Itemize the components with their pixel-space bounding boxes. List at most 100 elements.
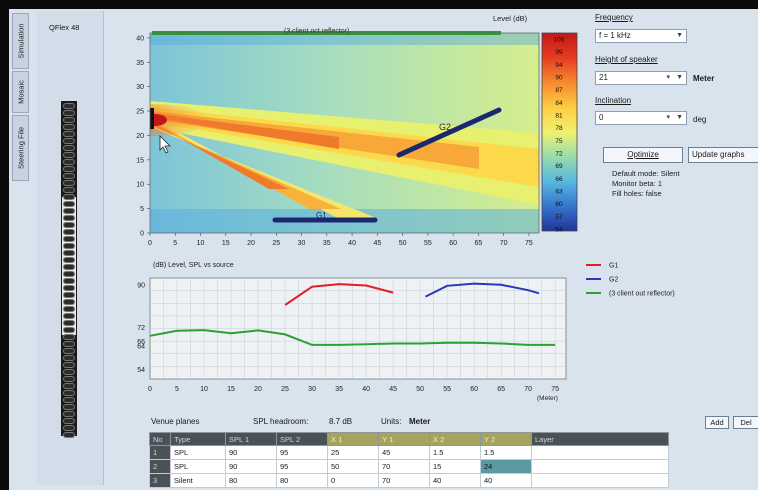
col-header[interactable]: Y 1 — [378, 432, 430, 446]
table-cell-selected[interactable]: 24 — [480, 459, 532, 474]
col-header[interactable]: X 2 — [429, 432, 481, 446]
speaker-cabinet[interactable] — [63, 187, 75, 193]
speaker-cabinet[interactable] — [63, 236, 75, 242]
speaker-cabinet[interactable] — [63, 124, 75, 130]
table-cell[interactable]: 25 — [327, 445, 379, 460]
table-cell[interactable] — [531, 473, 669, 488]
speaker-cabinet[interactable] — [63, 376, 75, 382]
speaker-cabinet[interactable] — [63, 222, 75, 228]
speaker-cabinet[interactable] — [63, 313, 75, 319]
speaker-cabinet[interactable] — [63, 166, 75, 172]
spin-down-icon[interactable]: ▾ — [666, 74, 670, 81]
speaker-cabinet[interactable] — [63, 425, 75, 431]
table-cell[interactable] — [531, 459, 669, 474]
inclination-input[interactable]: 0 ▾ ▼ — [595, 111, 687, 125]
table-row[interactable]: 1 SPL 90 95 25 45 1.5 1.5 — [149, 445, 669, 460]
table-cell[interactable]: 95 — [276, 445, 328, 460]
speaker-cabinet[interactable] — [63, 131, 75, 137]
speaker-cabinet[interactable] — [63, 103, 75, 109]
y-tick-label: 54 — [137, 367, 145, 374]
speaker-cabinet[interactable] — [63, 180, 75, 186]
table-cell[interactable]: 40 — [480, 473, 532, 488]
speaker-cabinet[interactable] — [63, 362, 75, 368]
table-cell[interactable]: 50 — [327, 459, 379, 474]
speaker-source-marker[interactable] — [150, 108, 154, 129]
speaker-cabinet[interactable] — [63, 243, 75, 249]
speaker-cabinet[interactable] — [63, 278, 75, 284]
speaker-cabinet[interactable] — [63, 404, 75, 410]
table-cell[interactable]: 45 — [378, 445, 430, 460]
col-header[interactable]: SPL 1 — [225, 432, 277, 446]
speaker-cabinet[interactable] — [63, 208, 75, 214]
speaker-cabinet[interactable] — [63, 397, 75, 403]
table-cell[interactable]: 1.5 — [480, 445, 532, 460]
table-cell[interactable]: 40 — [429, 473, 481, 488]
height-input[interactable]: 21 ▾ ▼ — [595, 71, 687, 85]
speaker-cabinet[interactable] — [63, 250, 75, 256]
table-cell[interactable]: 90 — [225, 445, 277, 460]
table-cell[interactable]: 0 — [327, 473, 379, 488]
col-header[interactable]: Type — [170, 432, 226, 446]
table-cell[interactable]: 95 — [276, 459, 328, 474]
table-cell[interactable]: 90 — [225, 459, 277, 474]
speaker-cabinet[interactable] — [63, 390, 75, 396]
col-header[interactable]: SPL 2 — [276, 432, 328, 446]
optimize-button[interactable]: Optimize — [603, 147, 683, 163]
speaker-cabinet[interactable] — [63, 320, 75, 326]
speaker-cabinet[interactable] — [63, 355, 75, 361]
speaker-cabinet[interactable] — [63, 145, 75, 151]
table-cell[interactable]: 80 — [276, 473, 328, 488]
speaker-cabinet[interactable] — [63, 432, 75, 438]
speaker-cabinet[interactable] — [63, 306, 75, 312]
table-cell[interactable]: 70 — [378, 473, 430, 488]
speaker-cabinet[interactable] — [63, 215, 75, 221]
table-cell[interactable]: 15 — [429, 459, 481, 474]
table-cell[interactable]: SPL — [170, 459, 226, 474]
tab-mosaic[interactable]: Mosaic — [12, 71, 29, 113]
table-row[interactable]: 2 SPL 90 95 50 70 15 24 — [149, 459, 669, 474]
speaker-cabinet[interactable] — [63, 418, 75, 424]
col-header[interactable]: X 1 — [327, 432, 379, 446]
speaker-cabinet[interactable] — [63, 383, 75, 389]
table-cell[interactable]: Silent — [170, 473, 226, 488]
speaker-cabinet[interactable] — [63, 411, 75, 417]
tab-steering-file[interactable]: Steering File — [12, 115, 29, 181]
add-button[interactable]: Add — [705, 416, 729, 429]
update-graphs-button[interactable]: Update graphs — [688, 147, 758, 163]
speaker-cabinet[interactable] — [63, 201, 75, 207]
table-cell[interactable]: 80 — [225, 473, 277, 488]
speaker-cabinet[interactable] — [63, 257, 75, 263]
speaker-array[interactable] — [61, 101, 77, 438]
speaker-cabinet[interactable] — [63, 348, 75, 354]
spin-down-icon[interactable]: ▾ — [666, 114, 670, 121]
speaker-cabinet[interactable] — [63, 285, 75, 291]
speaker-cabinet[interactable] — [63, 264, 75, 270]
speaker-cabinet[interactable] — [63, 341, 75, 347]
col-header[interactable]: Y 2 — [480, 432, 532, 446]
speaker-cabinet[interactable] — [63, 369, 75, 375]
table-cell[interactable]: 70 — [378, 459, 430, 474]
speaker-cabinet[interactable] — [63, 292, 75, 298]
speaker-cabinet[interactable] — [63, 271, 75, 277]
table-row[interactable]: 3 Silent 80 80 0 70 40 40 — [149, 473, 669, 488]
col-header[interactable]: No — [149, 432, 171, 446]
table-cell[interactable] — [531, 445, 669, 460]
speaker-cabinet[interactable] — [63, 194, 75, 200]
speaker-cabinet[interactable] — [63, 152, 75, 158]
frequency-select[interactable]: f = 1 kHz ▼ — [595, 29, 687, 43]
group-g2-line[interactable] — [396, 107, 502, 158]
speaker-cabinet[interactable] — [63, 229, 75, 235]
speaker-cabinet[interactable] — [63, 334, 75, 340]
tab-simulation[interactable]: Simulation — [12, 13, 29, 69]
speaker-cabinet[interactable] — [63, 159, 75, 165]
speaker-cabinet[interactable] — [63, 299, 75, 305]
speaker-cabinet[interactable] — [63, 327, 75, 333]
col-header[interactable]: Layer — [531, 432, 669, 446]
table-cell[interactable]: 1.5 — [429, 445, 481, 460]
speaker-cabinet[interactable] — [63, 173, 75, 179]
speaker-cabinet[interactable] — [63, 138, 75, 144]
speaker-cabinet[interactable] — [63, 110, 75, 116]
delete-button[interactable]: Del — [733, 416, 758, 429]
table-cell[interactable]: SPL — [170, 445, 226, 460]
speaker-cabinet[interactable] — [63, 117, 75, 123]
